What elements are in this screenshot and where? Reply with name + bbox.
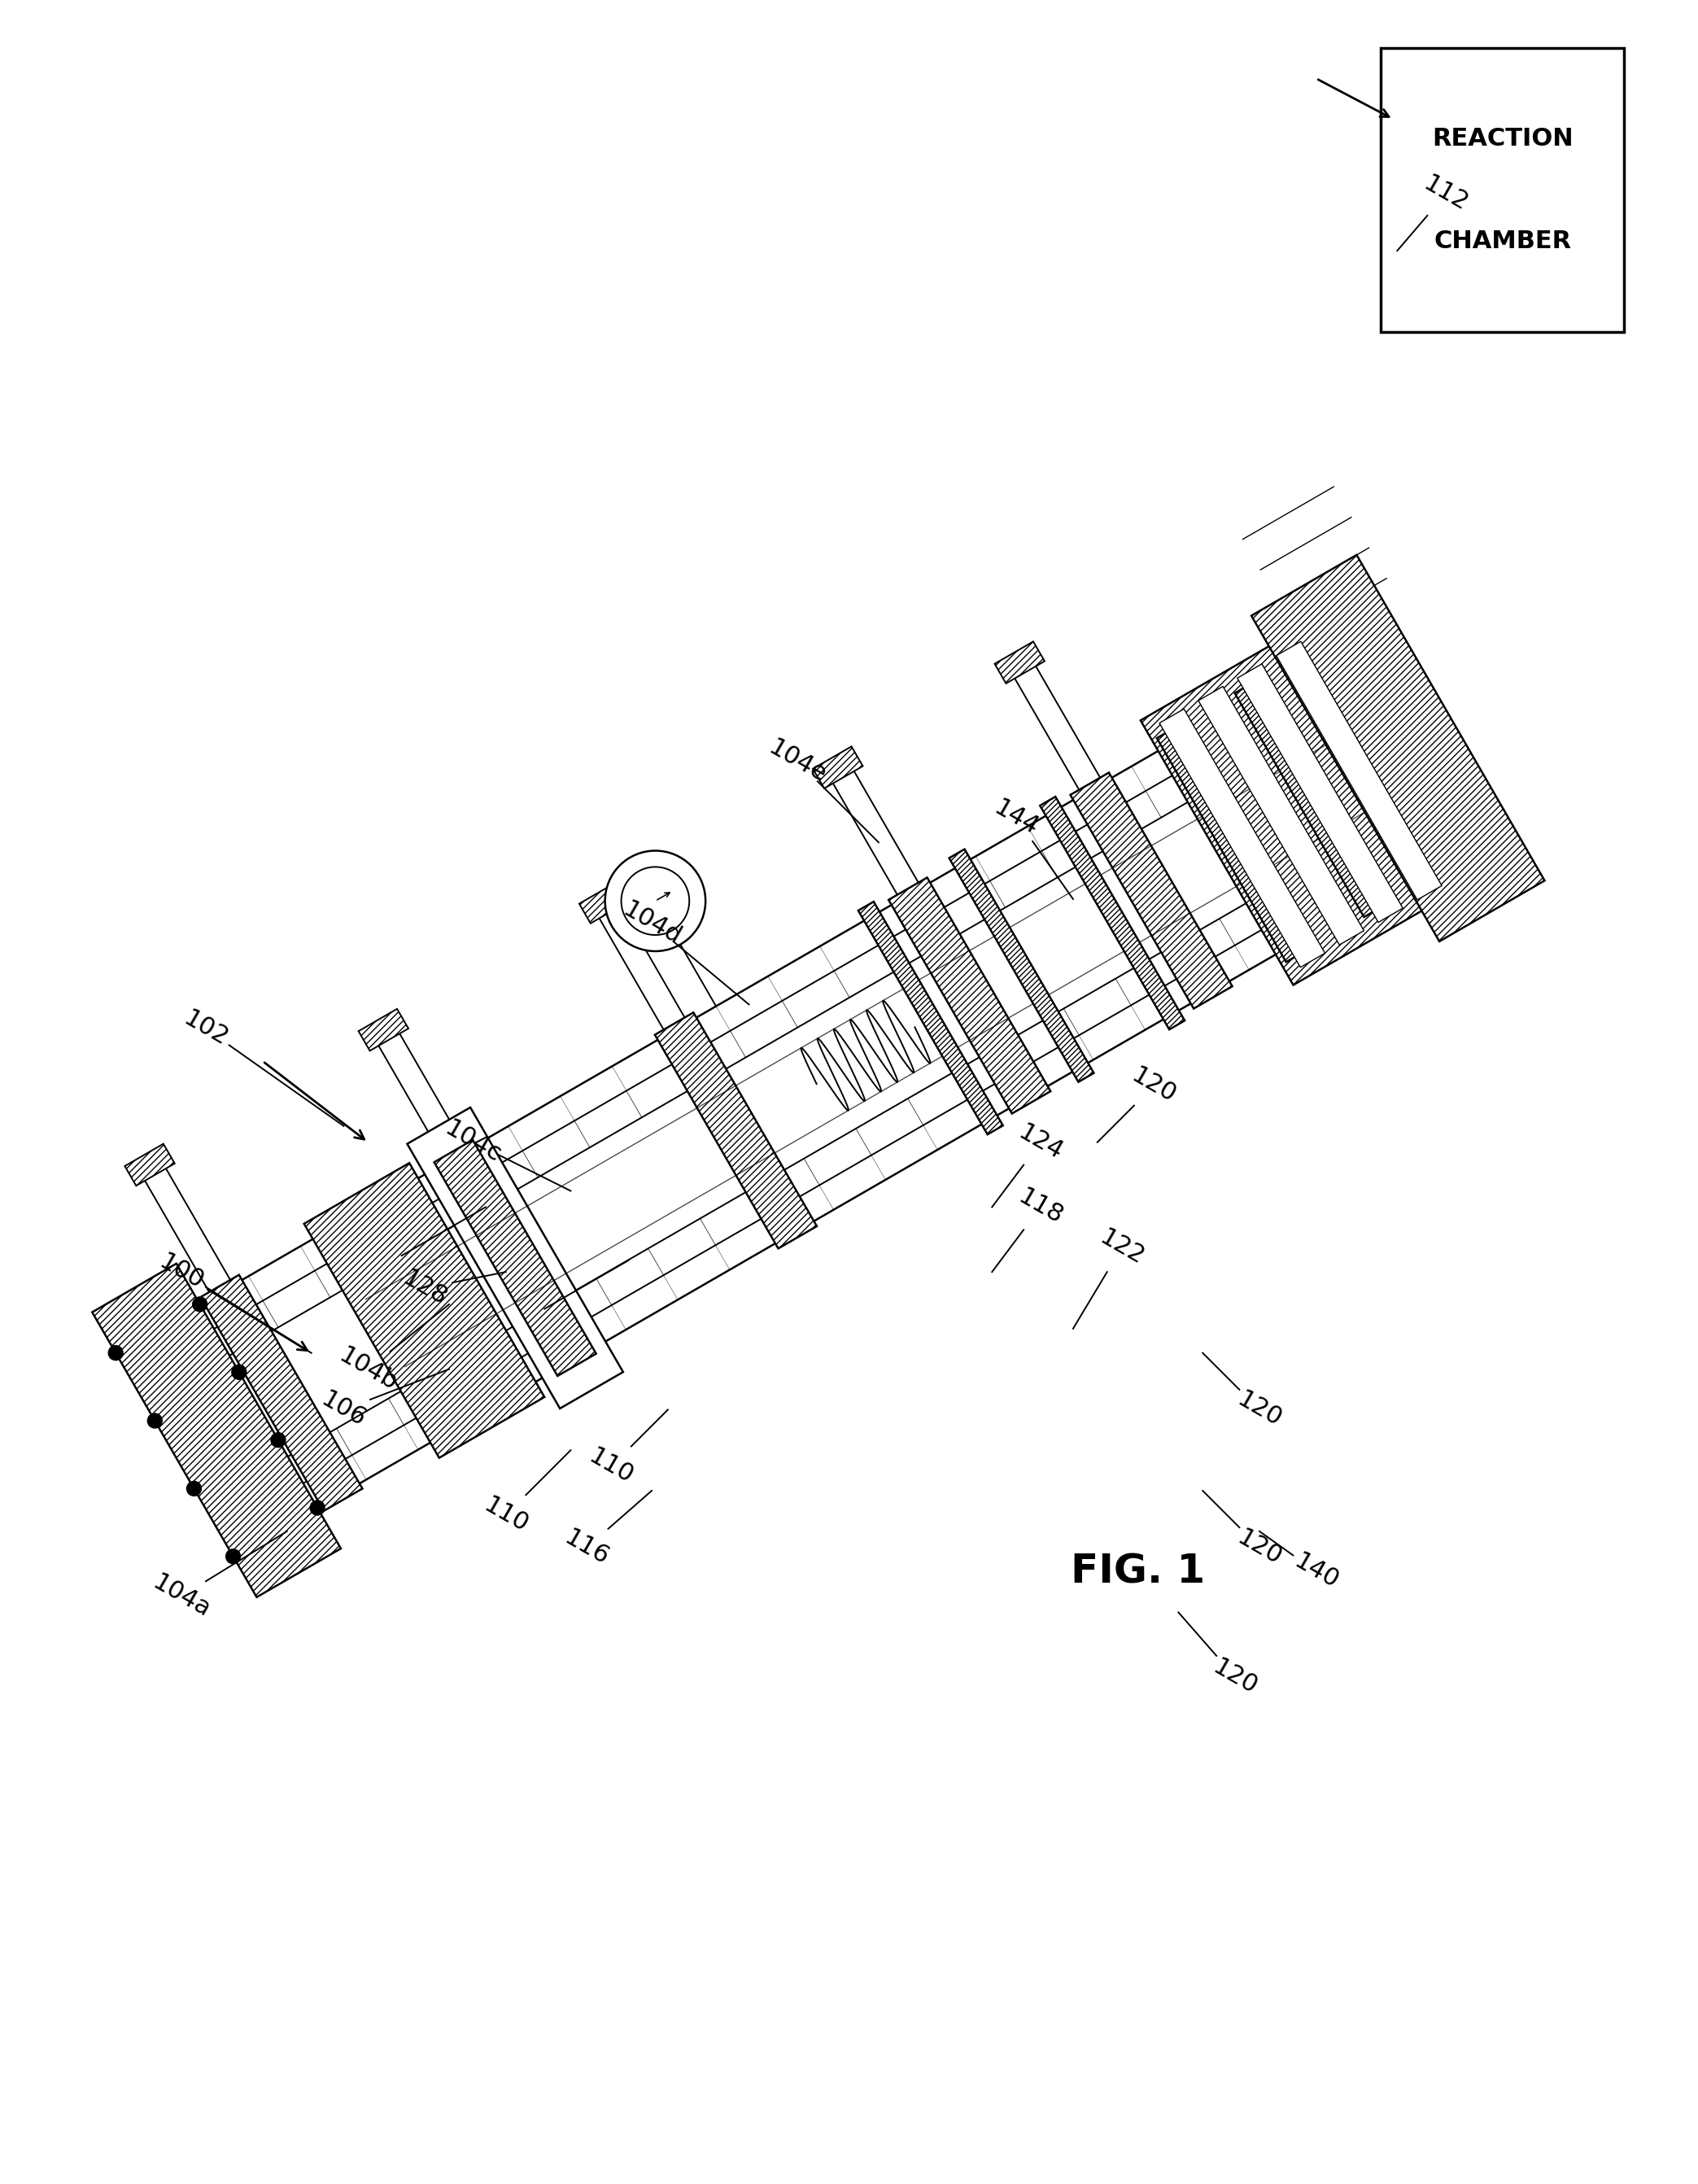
Polygon shape (435, 1140, 596, 1376)
Text: 118: 118 (1014, 1186, 1066, 1230)
Circle shape (272, 1433, 285, 1448)
Circle shape (604, 852, 705, 952)
Text: 122: 122 (1095, 1225, 1148, 1269)
Polygon shape (579, 882, 630, 924)
Polygon shape (1070, 773, 1233, 1009)
Text: 128: 128 (399, 1267, 452, 1310)
Polygon shape (995, 642, 1044, 684)
Circle shape (621, 867, 689, 935)
Polygon shape (1234, 684, 1379, 917)
Text: 140: 140 (1290, 1551, 1343, 1594)
Text: 104d: 104d (618, 898, 684, 950)
Text: 124: 124 (1014, 1120, 1066, 1164)
Polygon shape (1238, 664, 1403, 922)
Text: 120: 120 (1127, 1064, 1180, 1107)
Polygon shape (304, 1164, 545, 1459)
Text: FIG. 1: FIG. 1 (1071, 1553, 1206, 1592)
Text: 100: 100 (155, 1249, 209, 1293)
Text: 110: 110 (584, 1444, 637, 1489)
Polygon shape (857, 902, 1004, 1133)
Polygon shape (1156, 729, 1302, 961)
Polygon shape (200, 1275, 362, 1511)
Polygon shape (1251, 555, 1545, 941)
Circle shape (187, 1481, 202, 1496)
Text: 104a: 104a (149, 1570, 214, 1623)
Polygon shape (92, 1265, 341, 1597)
Text: 144: 144 (990, 795, 1043, 841)
Circle shape (109, 1345, 122, 1361)
Circle shape (231, 1365, 246, 1380)
Text: 104e: 104e (764, 736, 830, 786)
Polygon shape (813, 747, 863, 788)
Text: 102: 102 (180, 1007, 233, 1051)
Polygon shape (949, 850, 1094, 1081)
Polygon shape (124, 1144, 175, 1186)
Polygon shape (655, 1013, 817, 1249)
Polygon shape (1141, 631, 1448, 985)
Polygon shape (358, 1009, 409, 1051)
Polygon shape (1199, 686, 1363, 946)
Circle shape (226, 1548, 241, 1564)
Polygon shape (408, 1107, 623, 1409)
Polygon shape (1277, 642, 1442, 900)
Circle shape (311, 1500, 324, 1516)
Text: 104b: 104b (335, 1343, 401, 1396)
Text: 120: 120 (1233, 1524, 1285, 1570)
Circle shape (148, 1413, 161, 1428)
Text: 120: 120 (1209, 1655, 1262, 1699)
Text: 104c: 104c (441, 1116, 506, 1168)
Polygon shape (1039, 797, 1185, 1029)
Text: 110: 110 (479, 1494, 531, 1538)
Text: 116: 116 (560, 1524, 613, 1570)
FancyBboxPatch shape (1380, 48, 1623, 332)
Polygon shape (1160, 710, 1324, 968)
Polygon shape (888, 878, 1051, 1114)
Text: REACTION: REACTION (1431, 127, 1572, 151)
Text: 112: 112 (1420, 173, 1472, 216)
Text: 120: 120 (1233, 1387, 1285, 1433)
Circle shape (192, 1297, 207, 1313)
Text: 106: 106 (318, 1387, 370, 1433)
Text: CHAMBER: CHAMBER (1433, 229, 1571, 253)
